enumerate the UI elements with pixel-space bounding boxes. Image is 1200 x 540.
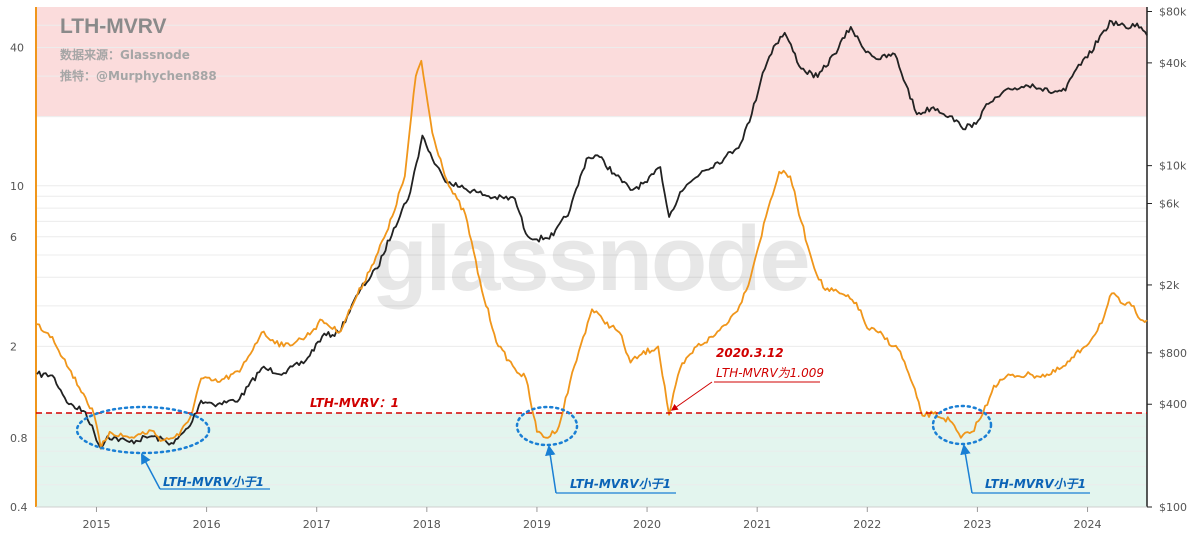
right-tick-label: $10k [1159,160,1187,173]
callout-label-2019: LTH-MVRV小于1 [570,477,671,491]
callout-arrow-2019 [545,444,557,494]
x-tick-label: 2018 [413,518,441,531]
subtitle-twitter: 推特：@Murphychen888 [60,68,217,83]
right-tick-label: $100 [1159,501,1187,514]
subtitle-source: 数据来源：Glassnode [60,47,190,62]
callout-arrow-2015 [141,453,161,490]
x-tick-label: 2016 [193,518,221,531]
high-price-band [37,7,1147,116]
callout-arrow-2022 [960,443,973,494]
x-tick-label: 2024 [1074,518,1102,531]
threshold-label: LTH-MVRV：1 [310,396,399,410]
right-tick-label: $400 [1159,398,1187,411]
below-one-ellipse-2015 [75,405,211,455]
lth-mvrv-line [36,59,1148,450]
right-tick-label: $6k [1159,198,1180,211]
left-tick-label: 2 [10,340,17,353]
right-axis-ticks: $80k $40k $10k $6k $2k $800 $400 $100 [1147,5,1187,514]
left-tick-label: 10 [10,180,24,193]
x-tick-label: 2017 [303,518,331,531]
x-axis-ticks: 2015 2016 2017 2018 2019 2020 2021 2022 2023 2024 [82,507,1102,531]
left-tick-label: 6 [10,231,17,244]
x-tick-label: 2022 [853,518,881,531]
annotation-date: 2020.3.12 [716,346,784,360]
callout-label-2015: LTH-MVRV小于1 [163,475,264,489]
glassnode-watermark: glassnode [371,208,808,310]
gridlines [37,24,1147,508]
right-tick-label: $40k [1159,57,1187,70]
right-tick-label: $2k [1159,279,1180,292]
annotation-value: LTH-MVRV为1.009 [716,366,824,380]
left-axis-ticks: 40 10 6 2 0.8 0.4 [10,41,28,514]
below-one-band [37,413,1147,507]
chart-title: LTH-MVRV [60,15,167,38]
left-tick-label: 0.4 [10,501,28,514]
left-tick-label: 0.8 [10,432,28,445]
callout-label-2022: LTH-MVRV小于1 [985,477,1086,491]
btc-price-line [36,19,1148,450]
left-tick-label: 40 [10,41,24,54]
x-tick-label: 2019 [523,518,551,531]
x-tick-label: 2021 [743,518,771,531]
x-tick-label: 2020 [633,518,661,531]
x-tick-label: 2015 [82,518,110,531]
annotation-arrow [670,381,713,411]
right-tick-label: $80k [1159,5,1187,18]
right-tick-label: $800 [1159,347,1187,360]
x-tick-label: 2023 [963,518,991,531]
